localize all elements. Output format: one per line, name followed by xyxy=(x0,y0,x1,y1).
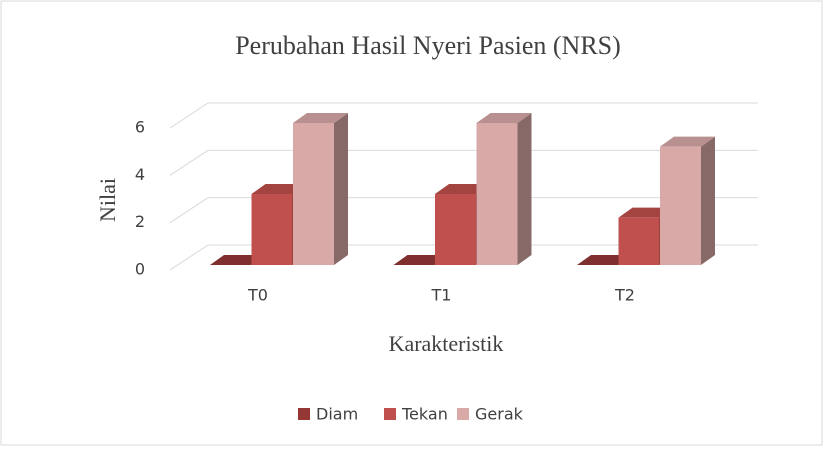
bar-top xyxy=(476,113,532,123)
y-tick-label: 6 xyxy=(135,118,145,137)
bar xyxy=(293,113,348,265)
grid-side xyxy=(169,102,209,129)
legend-swatch xyxy=(457,408,469,420)
chart-title: Perubahan Hasil Nyeri Pasien (NRS) xyxy=(235,31,621,60)
grid-line xyxy=(169,102,758,129)
x-tick-label: T1 xyxy=(431,286,452,305)
bar-top xyxy=(293,113,348,123)
bar xyxy=(210,255,265,265)
y-tick-label: 0 xyxy=(135,260,145,279)
grid-side xyxy=(169,149,209,176)
x-axis-label: Karakteristik xyxy=(389,331,504,356)
grid-side xyxy=(169,197,209,224)
bar xyxy=(393,255,449,265)
bar xyxy=(660,136,715,265)
legend-label: Tekan xyxy=(401,405,448,424)
legend-label: Gerak xyxy=(475,405,524,424)
legend-label: Diam xyxy=(316,405,358,424)
bar-front xyxy=(251,194,293,265)
y-axis-label: Nilai xyxy=(95,178,120,222)
x-tick-label: T0 xyxy=(247,286,268,305)
grid-side xyxy=(169,244,209,271)
bar-front xyxy=(660,146,701,265)
bar-front xyxy=(618,217,660,265)
bar-top xyxy=(577,255,632,265)
bar-top xyxy=(393,255,449,265)
legend-swatch xyxy=(298,408,310,420)
bar-top xyxy=(618,207,674,218)
bar-front xyxy=(435,194,476,265)
legend-swatch xyxy=(384,408,396,420)
bar xyxy=(476,113,532,265)
y-tick-label: 4 xyxy=(135,165,145,184)
bar-top xyxy=(435,184,490,194)
bar-side xyxy=(701,136,715,265)
bar-top xyxy=(251,184,307,194)
bar-side xyxy=(517,113,532,265)
y-tick-label: 2 xyxy=(135,212,145,231)
x-tick-label: T2 xyxy=(614,286,635,305)
bar xyxy=(577,255,632,265)
bar-front xyxy=(293,123,334,265)
bar-top xyxy=(210,255,265,265)
bar-top xyxy=(660,136,715,147)
bar-front xyxy=(476,123,518,265)
bar-side xyxy=(334,113,348,265)
